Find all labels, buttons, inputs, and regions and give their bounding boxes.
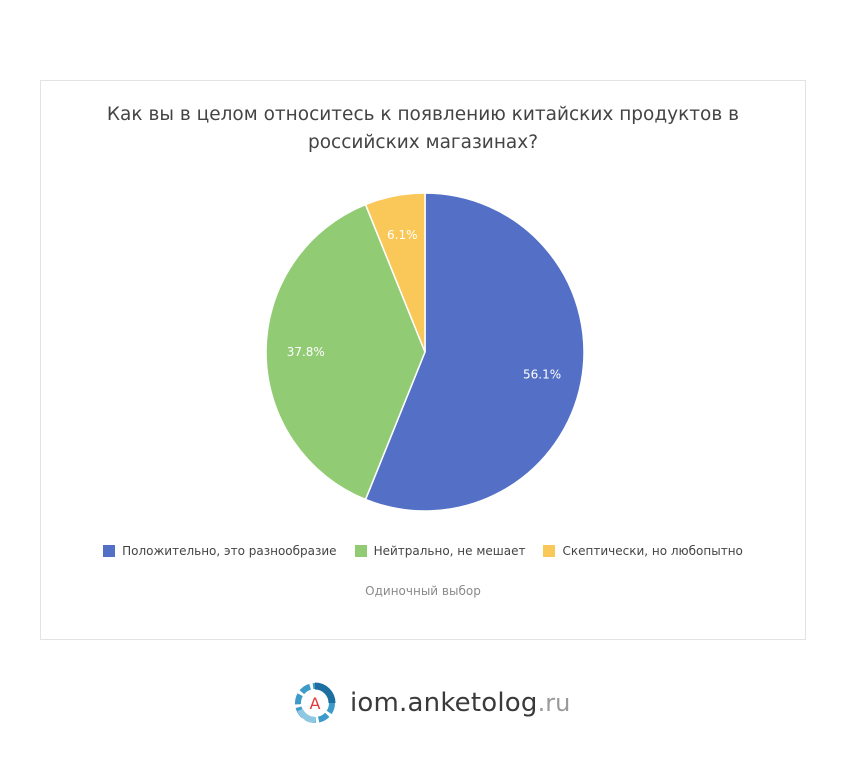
slice-percent-label: 56.1%	[523, 368, 561, 382]
anketolog-logo-icon: A	[295, 682, 336, 723]
legend-item-skeptical[interactable]: Скептически, но любопытно	[543, 544, 743, 558]
legend-item-neutral[interactable]: Нейтрально, не мешает	[354, 544, 526, 558]
pie-slice-positive[interactable]	[364, 192, 585, 512]
site-name[interactable]: iom.anketolog.ru	[350, 688, 571, 718]
pie-chart: 56.1% 37.8% 6.1%	[265, 192, 585, 512]
slice-percent-label: 37.8%	[287, 345, 325, 359]
chart-subtitle: Одиночный выбор	[365, 584, 481, 598]
legend-swatch	[543, 545, 556, 557]
legend-swatch	[103, 545, 116, 557]
legend-item-positive[interactable]: Положительно, это разнообразие	[103, 544, 337, 558]
chart-title: Как вы в целом относитесь к появлению ки…	[106, 104, 740, 153]
chart-legend: Положительно, это разнообразие Нейтральн…	[41, 544, 805, 558]
pie-slice-neutral[interactable]	[265, 203, 426, 501]
chart-card: Как вы в целом относитесь к появлению ки…	[40, 80, 806, 640]
legend-label: Скептически, но любопытно	[562, 544, 743, 558]
svg-text:A: A	[310, 694, 321, 713]
slice-percent-label: 6.1%	[387, 228, 418, 242]
legend-swatch	[354, 545, 367, 557]
footer-brand: A iom.anketolog.ru	[292, 680, 570, 726]
legend-label: Положительно, это разнообразие	[122, 544, 337, 558]
legend-label: Нейтрально, не мешает	[373, 544, 526, 558]
pie-slice-skeptical[interactable]	[364, 192, 426, 353]
